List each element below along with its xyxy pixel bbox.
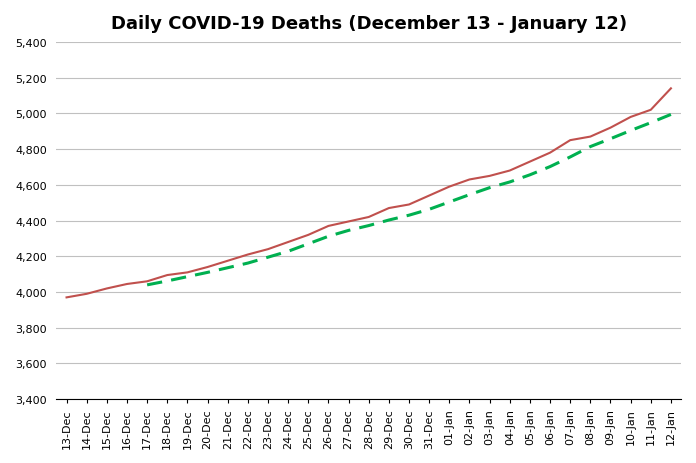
Title: Daily COVID-19 Deaths (December 13 - January 12): Daily COVID-19 Deaths (December 13 - Jan… — [111, 15, 627, 33]
